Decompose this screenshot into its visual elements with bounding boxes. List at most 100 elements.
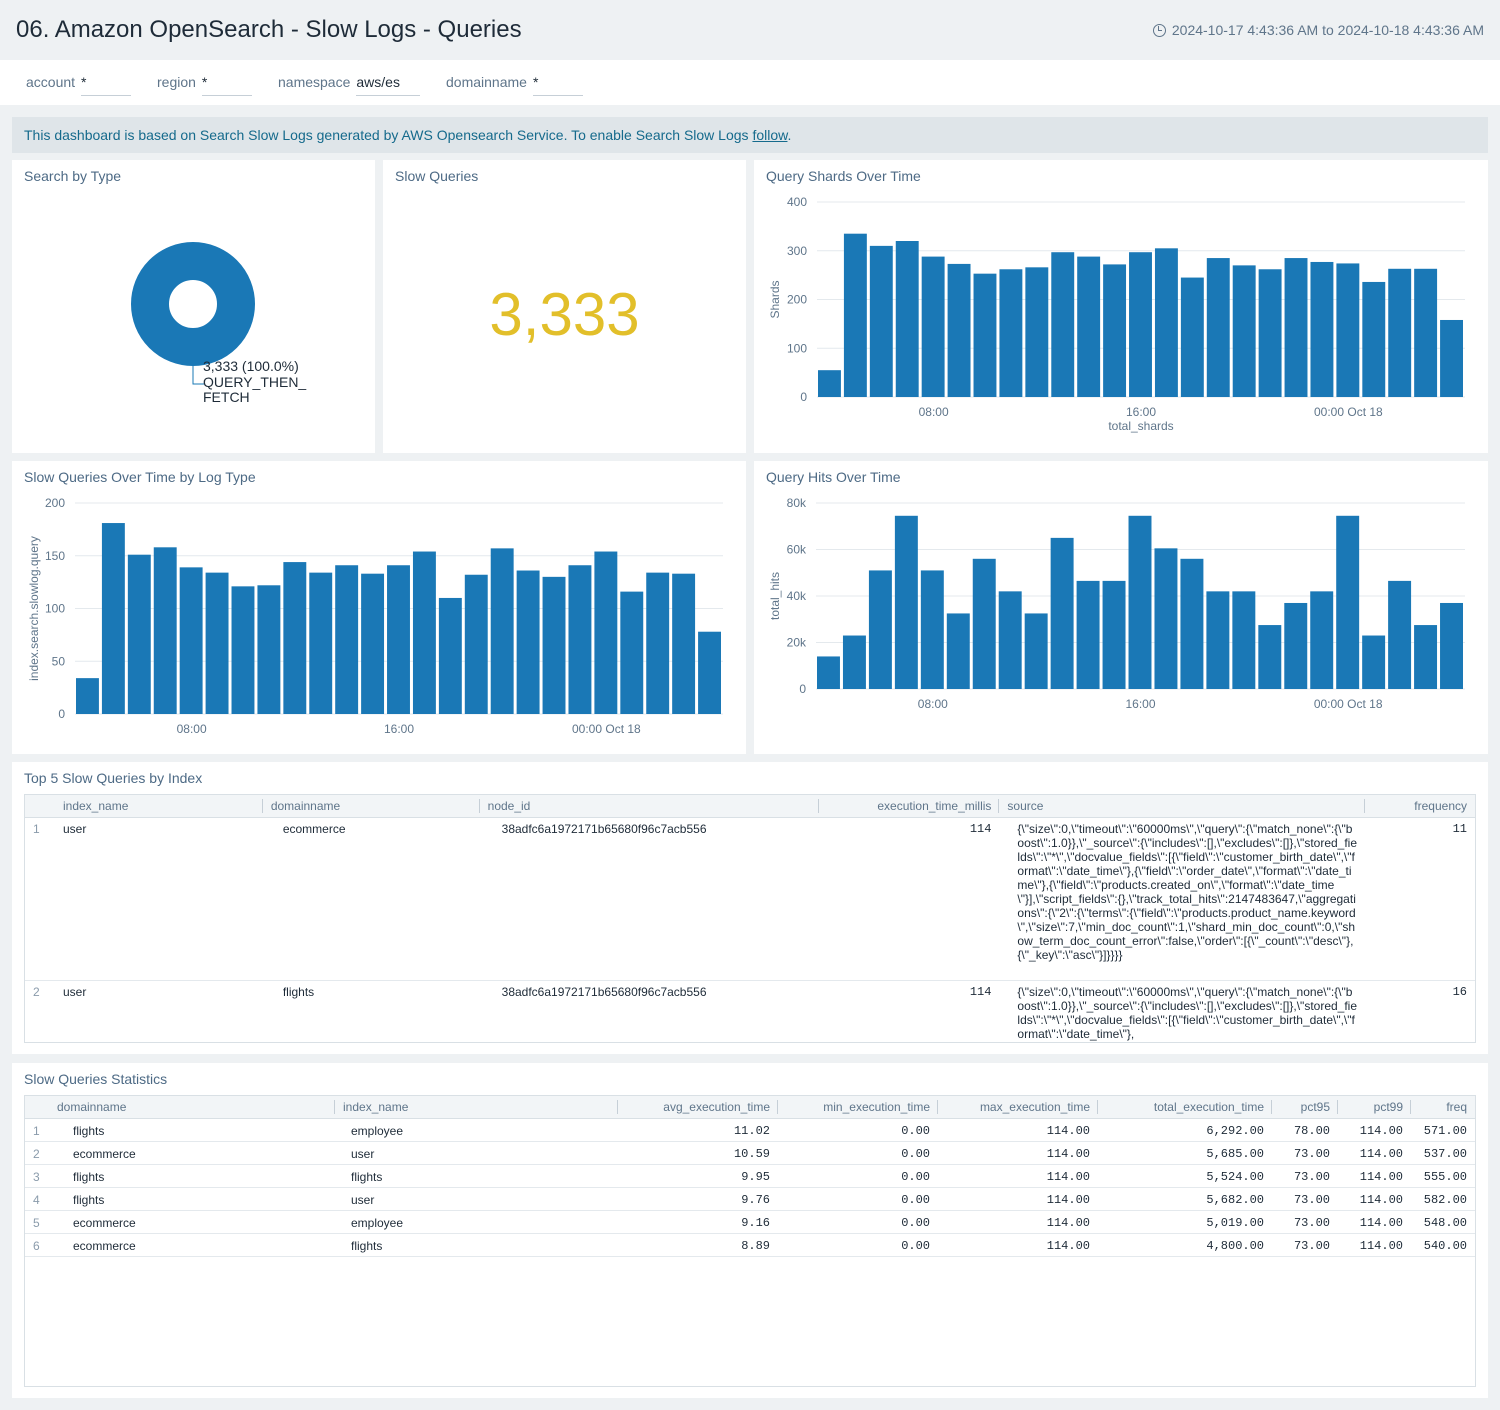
bar[interactable] [1440, 319, 1463, 397]
column-header[interactable]: execution_time_millis [818, 795, 1000, 818]
bar[interactable] [868, 570, 892, 689]
filter-value-input[interactable]: aws/es [356, 74, 421, 96]
pie-slice[interactable] [131, 242, 255, 366]
bar[interactable] [842, 635, 866, 689]
column-header[interactable]: domainname [49, 1096, 335, 1119]
bar[interactable] [231, 586, 255, 714]
bar[interactable] [1336, 263, 1360, 397]
bar[interactable] [1310, 591, 1334, 689]
column-header[interactable]: pct95 [1272, 1096, 1338, 1119]
column-header[interactable]: total_execution_time [1098, 1096, 1272, 1119]
column-header[interactable]: index_name [54, 795, 263, 818]
table-row[interactable]: 1 user ecommerce 38adfc6a1972171b65680f9… [25, 817, 1475, 981]
bar[interactable] [153, 547, 177, 714]
bar[interactable] [1414, 268, 1438, 397]
bar[interactable] [1076, 580, 1100, 689]
table-row[interactable]: 2 user flights 38adfc6a1972171b65680f96c… [25, 980, 1475, 1042]
bar[interactable] [672, 573, 696, 714]
bar[interactable] [1362, 281, 1386, 397]
bar[interactable] [1284, 258, 1308, 397]
bar[interactable] [946, 613, 970, 689]
table-row[interactable]: 3 flights flights 9.95 0.00 114.00 5,524.00 73.… [25, 1164, 1475, 1188]
bar[interactable] [361, 573, 385, 714]
time-range-picker[interactable]: 2024-10-17 4:43:36 AM to 2024-10-18 4:43… [1152, 22, 1484, 38]
bar[interactable] [620, 591, 644, 714]
bar[interactable] [1258, 625, 1282, 689]
table-row[interactable]: 4 flights user 9.76 0.00 114.00 5,682.00 73.00 1… [25, 1187, 1475, 1211]
bar[interactable] [1232, 591, 1256, 689]
bar[interactable] [1154, 548, 1178, 689]
column-header[interactable]: freq [1411, 1096, 1475, 1119]
bar[interactable] [1206, 591, 1230, 689]
filter-domainname[interactable]: domainname * [446, 74, 583, 96]
bar[interactable] [698, 631, 721, 714]
bar[interactable] [921, 256, 945, 397]
bar[interactable] [283, 562, 307, 714]
bar[interactable] [1077, 256, 1101, 397]
bar[interactable] [1025, 267, 1049, 397]
stats-table-container[interactable]: domainname index_name avg_execution_time… [24, 1095, 1476, 1387]
column-header[interactable]: index_name [335, 1096, 618, 1119]
bar[interactable] [490, 548, 514, 714]
filter-account[interactable]: account * [26, 74, 132, 96]
bar[interactable] [920, 570, 944, 689]
bar[interactable] [1051, 252, 1075, 397]
bar[interactable] [972, 558, 996, 689]
bar[interactable] [1102, 580, 1126, 689]
bar[interactable] [1050, 537, 1074, 689]
bar[interactable] [843, 233, 867, 397]
column-header[interactable]: source [999, 795, 1366, 818]
bar[interactable] [127, 554, 151, 714]
follow-link[interactable]: follow [752, 127, 788, 143]
bar[interactable] [464, 574, 488, 714]
bar[interactable] [76, 678, 99, 714]
bar[interactable] [1232, 265, 1256, 397]
bar[interactable] [869, 245, 893, 397]
bar[interactable] [1310, 261, 1334, 397]
bar[interactable] [205, 572, 229, 714]
bar[interactable] [1180, 277, 1204, 397]
bar[interactable] [542, 576, 566, 714]
filter-region[interactable]: region * [157, 74, 252, 96]
bar[interactable] [438, 597, 462, 714]
bar[interactable] [818, 370, 841, 397]
bar[interactable] [1414, 625, 1438, 689]
bar[interactable] [1440, 602, 1463, 689]
table-row[interactable]: 2 ecommerce user 10.59 0.00 114.00 5,685.00 73.… [25, 1141, 1475, 1165]
bar[interactable] [179, 567, 203, 714]
bar[interactable] [101, 523, 125, 714]
bar[interactable] [947, 263, 971, 397]
bar[interactable] [1128, 515, 1152, 689]
table-row[interactable]: 6 ecommerce flights 8.89 0.00 114.00 4,800.00 7… [25, 1233, 1475, 1257]
bar[interactable] [1024, 613, 1048, 689]
column-header[interactable]: domainname [262, 795, 480, 818]
bar[interactable] [999, 269, 1023, 397]
bar[interactable] [568, 565, 592, 714]
bar[interactable] [1388, 580, 1412, 689]
bar[interactable] [387, 565, 410, 714]
bar[interactable] [516, 570, 540, 714]
bar[interactable] [646, 572, 670, 714]
table-row[interactable]: 5 ecommerce employee 9.16 0.00 114.00 5,019.00… [25, 1210, 1475, 1234]
bar[interactable] [1336, 515, 1360, 689]
column-header[interactable]: frequency [1365, 795, 1475, 818]
bar[interactable] [1154, 248, 1178, 397]
column-header[interactable]: node_id [479, 795, 819, 818]
filter-namespace[interactable]: namespace aws/es [278, 74, 421, 96]
column-header[interactable]: avg_execution_time [618, 1096, 778, 1119]
bar[interactable] [1258, 269, 1282, 397]
bar[interactable] [594, 551, 618, 714]
bar[interactable] [1284, 602, 1308, 689]
bar[interactable] [1129, 252, 1152, 397]
bar[interactable] [1103, 264, 1127, 397]
bar[interactable] [998, 591, 1022, 689]
column-header[interactable]: min_execution_time [778, 1096, 938, 1119]
filter-value-input[interactable]: * [532, 74, 583, 96]
table-row[interactable]: 1 flights employee 11.02 0.00 114.00 6,292.00 7… [25, 1118, 1475, 1142]
bar[interactable] [412, 551, 436, 714]
bar[interactable] [1388, 268, 1412, 397]
filter-value-input[interactable]: * [201, 74, 252, 96]
bar[interactable] [817, 656, 840, 689]
bar[interactable] [894, 515, 918, 689]
column-header[interactable]: pct99 [1338, 1096, 1411, 1119]
